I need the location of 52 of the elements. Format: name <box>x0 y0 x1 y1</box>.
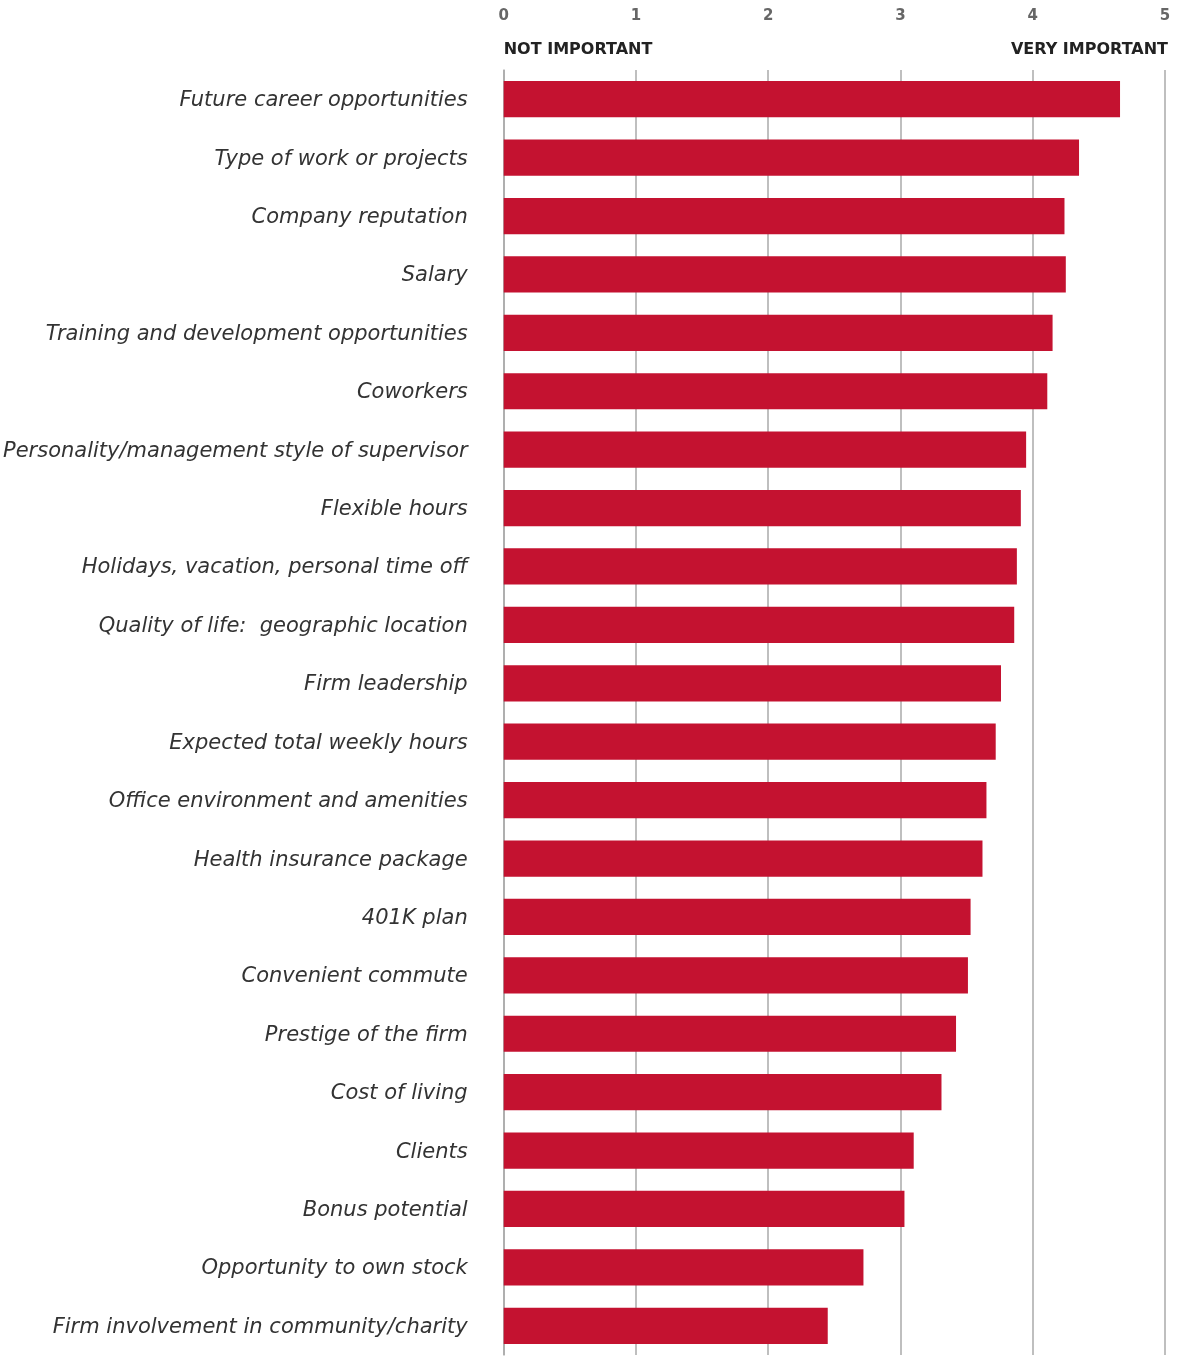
y-tick-label: Clients <box>395 1138 468 1163</box>
y-tick-label: Quality of life: geographic location <box>98 612 468 637</box>
y-tick-label: Expected total weekly hours <box>169 729 468 754</box>
x-tick-label: 5 <box>1159 5 1171 24</box>
y-tick-label: Type of work or projects <box>214 145 468 170</box>
y-tick-label: Bonus potential <box>302 1196 468 1221</box>
bar <box>503 1190 905 1228</box>
bar <box>503 723 996 760</box>
y-tick-label: Personality/management style of supervisor <box>2 437 470 462</box>
bar <box>503 1074 942 1111</box>
y-tick-label: Training and development opportunities <box>45 320 468 345</box>
bar <box>503 840 983 877</box>
x-tick-label: 3 <box>895 5 906 24</box>
bar <box>503 373 1048 410</box>
bar <box>503 1249 864 1286</box>
bar <box>503 957 968 994</box>
y-tick-label: Convenient commute <box>241 963 468 988</box>
bar <box>503 1015 957 1052</box>
bar <box>503 898 971 936</box>
text: NOT IMPORTANT <box>503 38 653 58</box>
bar <box>503 665 1001 702</box>
bar <box>503 431 1027 468</box>
y-tick-label: 401K plan <box>361 904 468 929</box>
y-tick-label: Office environment and amenities <box>108 788 468 813</box>
x-tick-label: 1 <box>630 5 642 24</box>
x-tick-label: 2 <box>763 5 774 24</box>
y-tick-label: Flexible hours <box>320 496 468 521</box>
bar <box>503 139 1080 176</box>
bar <box>503 81 1121 118</box>
y-tick-label: Future career opportunities <box>179 87 468 112</box>
x-tick-label: 4 <box>1027 5 1038 24</box>
bar <box>503 1307 828 1344</box>
text: VERY IMPORTANT <box>1010 38 1169 58</box>
y-tick-label: Opportunity to own stock <box>201 1255 469 1280</box>
bar <box>503 606 1015 643</box>
bar <box>503 197 1065 235</box>
y-tick-label: Firm involvement in community/charity <box>52 1313 469 1338</box>
y-tick-label: Prestige of the firm <box>264 1021 468 1046</box>
bar <box>503 314 1053 351</box>
y-tick-label: Firm leadership <box>304 671 468 696</box>
y-tick-label: Cost of living <box>330 1080 468 1105</box>
bar <box>503 548 1017 585</box>
bar <box>503 1132 914 1169</box>
y-tick-label: Coworkers <box>356 379 468 404</box>
bar <box>503 782 987 819</box>
bar <box>503 489 1021 527</box>
y-tick-label: Salary <box>401 262 469 287</box>
x-tick-label: 0 <box>498 5 509 24</box>
y-tick-label: Health insurance package <box>193 846 468 871</box>
bar <box>503 256 1066 293</box>
y-tick-label: Holidays, vacation, personal time off <box>81 554 471 579</box>
y-tick-label: Company reputation <box>251 204 468 229</box>
